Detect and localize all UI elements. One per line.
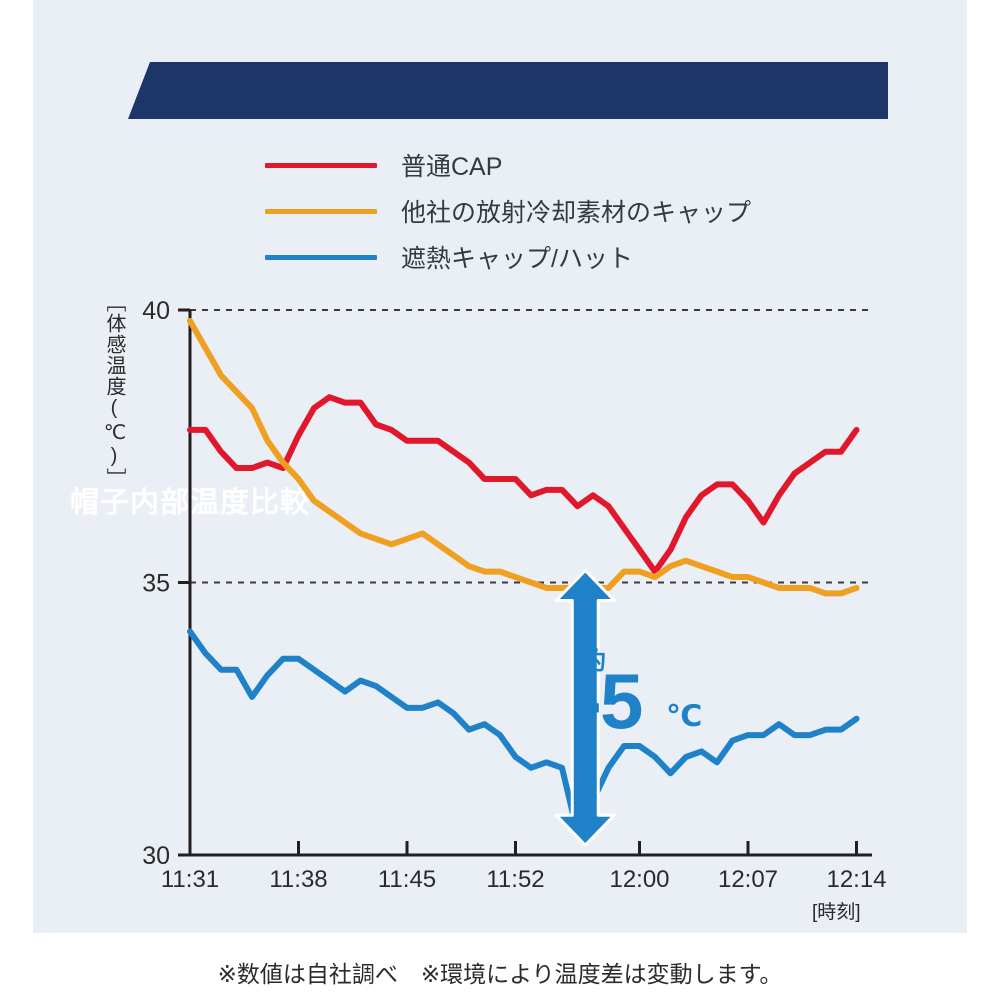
legend-item-label: 遮熱キャップ/ハット xyxy=(401,245,633,273)
legend-item-1: 他社の放射冷却素材のキャップ xyxy=(265,188,825,234)
footnote-text: ※数値は自社調べ ※環境により温度差は変動します。 xyxy=(217,961,783,987)
legend-swatch-line xyxy=(265,208,377,214)
y-axis-title: ［体感温度(℃)］ xyxy=(103,292,125,489)
legend-item-label: 他社の放射冷却素材のキャップ xyxy=(401,199,752,227)
legend-swatch-line xyxy=(265,162,377,168)
chart-legend: 普通CAP 他社の放射冷却素材のキャップ 遮熱キャップ/ハット xyxy=(265,142,825,280)
content-panel xyxy=(33,0,967,933)
x-axis-title: [時刻] xyxy=(812,902,861,923)
legend-swatch-line xyxy=(265,254,377,260)
legend-item-2: 遮熱キャップ/ハット xyxy=(265,234,825,280)
title-banner xyxy=(128,62,888,119)
legend-item-0: 普通CAP xyxy=(265,142,825,188)
callout-unit: ℃ xyxy=(666,700,703,733)
callout-value: -5 xyxy=(576,657,643,745)
legend-item-label: 普通CAP xyxy=(401,153,503,181)
callout-approx-label: 約 xyxy=(582,648,606,675)
